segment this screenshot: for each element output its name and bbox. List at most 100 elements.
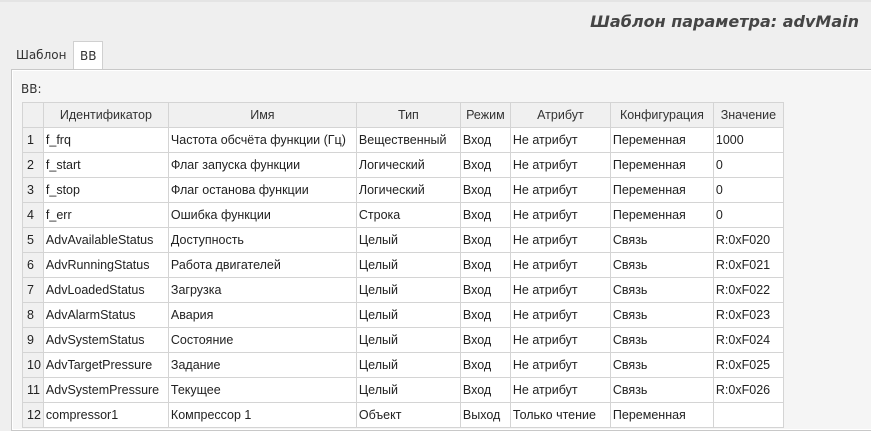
table-cell[interactable]: Вход bbox=[459, 277, 511, 303]
table-cell[interactable]: Вход bbox=[459, 127, 511, 153]
table-cell[interactable]: Строка bbox=[355, 202, 461, 228]
table-cell[interactable]: Не атрибут bbox=[509, 127, 611, 153]
table-cell[interactable]: Связь bbox=[609, 277, 714, 303]
table-cell[interactable]: Компрессор 1 bbox=[167, 402, 357, 428]
table-cell[interactable]: Доступность bbox=[167, 227, 357, 253]
table-cell[interactable]: AdvRunningStatus bbox=[42, 252, 169, 278]
table-cell[interactable]: Частота обсчёта функции (Гц) bbox=[167, 127, 357, 153]
table-cell[interactable] bbox=[712, 402, 784, 428]
column-header[interactable]: Режим bbox=[459, 102, 511, 128]
table-row[interactable]: 3 f_stop Флаг останова функции Логический Вх… bbox=[22, 177, 784, 203]
table-cell[interactable]: f_err bbox=[42, 202, 169, 228]
table-row[interactable]: 4 f_err Ошибка функции Строка Вход Не атрибут… bbox=[22, 202, 784, 228]
table-cell[interactable]: AdvSystemStatus bbox=[42, 327, 169, 353]
table-cell[interactable]: Целый bbox=[355, 277, 461, 303]
table-cell[interactable]: Вещественный bbox=[355, 127, 461, 153]
table-cell[interactable]: R:0xF024 bbox=[712, 327, 784, 353]
table-cell[interactable]: 0 bbox=[712, 202, 784, 228]
table-row[interactable]: 10 AdvTargetPressure Задание Целый Вход Не ат… bbox=[22, 352, 784, 378]
table-cell[interactable]: Не атрибут bbox=[509, 177, 611, 203]
table-cell[interactable]: Ошибка функции bbox=[167, 202, 357, 228]
table-cell[interactable]: Связь bbox=[609, 302, 714, 328]
table-cell[interactable]: Объект bbox=[355, 402, 461, 428]
table-cell[interactable]: Работа двигателей bbox=[167, 252, 357, 278]
table-cell[interactable]: AdvSystemPressure bbox=[42, 377, 169, 403]
table-cell[interactable]: Не атрибут bbox=[509, 202, 611, 228]
table-cell[interactable]: Только чтение bbox=[509, 402, 611, 428]
table-cell[interactable]: 0 bbox=[712, 152, 784, 178]
table-cell[interactable]: Состояние bbox=[167, 327, 357, 353]
table-cell[interactable]: Не атрибут bbox=[509, 352, 611, 378]
table-cell[interactable]: 0 bbox=[712, 177, 784, 203]
table-cell[interactable]: Связь bbox=[609, 327, 714, 353]
table-cell[interactable]: Логический bbox=[355, 152, 461, 178]
table-cell[interactable]: f_stop bbox=[42, 177, 169, 203]
table-cell[interactable]: AdvAlarmStatus bbox=[42, 302, 169, 328]
column-header[interactable]: Атрибут bbox=[509, 102, 611, 128]
table-cell[interactable]: Целый bbox=[355, 352, 461, 378]
table-cell[interactable]: Связь bbox=[609, 227, 714, 253]
table-cell[interactable]: Вход bbox=[459, 152, 511, 178]
table-row[interactable]: 11 AdvSystemPressure Текущее Целый Вход Не ат… bbox=[22, 377, 784, 403]
table-cell[interactable]: Связь bbox=[609, 377, 714, 403]
table-cell[interactable]: R:0xF025 bbox=[712, 352, 784, 378]
table-cell[interactable]: f_start bbox=[42, 152, 169, 178]
table-cell[interactable]: R:0xF023 bbox=[712, 302, 784, 328]
table-cell[interactable]: Не атрибут bbox=[509, 377, 611, 403]
table-row[interactable]: 8 AdvAlarmStatus Авария Целый Вход Не атрибут… bbox=[22, 302, 784, 328]
table-cell[interactable]: Целый bbox=[355, 227, 461, 253]
column-header[interactable]: Значение bbox=[712, 102, 784, 128]
table-cell[interactable]: Вход bbox=[459, 302, 511, 328]
table-cell[interactable]: Вход bbox=[459, 352, 511, 378]
table-cell[interactable]: Переменная bbox=[609, 177, 714, 203]
table-cell[interactable]: compressor1 bbox=[42, 402, 169, 428]
table-cell[interactable]: Выход bbox=[459, 402, 511, 428]
table-cell[interactable]: AdvLoadedStatus bbox=[42, 277, 169, 303]
table-cell[interactable]: Не атрибут bbox=[509, 327, 611, 353]
table-cell[interactable]: R:0xF022 bbox=[712, 277, 784, 303]
table-cell[interactable]: Вход bbox=[459, 227, 511, 253]
table-cell[interactable]: Вход bbox=[459, 202, 511, 228]
table-cell[interactable]: Логический bbox=[355, 177, 461, 203]
table-cell[interactable]: Переменная bbox=[609, 152, 714, 178]
table-row[interactable]: 6 AdvRunningStatus Работа двигателей Целый В… bbox=[22, 252, 784, 278]
table-cell[interactable]: Не атрибут bbox=[509, 252, 611, 278]
column-header[interactable]: Имя bbox=[167, 102, 357, 128]
table-cell[interactable]: Целый bbox=[355, 377, 461, 403]
table-cell[interactable]: R:0xF021 bbox=[712, 252, 784, 278]
table-cell[interactable]: Целый bbox=[355, 327, 461, 353]
table-cell[interactable]: Загрузка bbox=[167, 277, 357, 303]
table-row[interactable]: 1 f_frq Частота обсчёта функции (Гц) Вещест… bbox=[22, 127, 784, 153]
table-cell[interactable]: AdvAvailableStatus bbox=[42, 227, 169, 253]
table-cell[interactable]: Флаг запуска функции bbox=[167, 152, 357, 178]
table-cell[interactable]: Вход bbox=[459, 327, 511, 353]
table-cell[interactable]: Целый bbox=[355, 252, 461, 278]
table-cell[interactable]: Не атрибут bbox=[509, 277, 611, 303]
table-row[interactable]: 12 compressor1 Компрессор 1 Объект Выход Толь… bbox=[22, 402, 784, 428]
table-cell[interactable]: Вход bbox=[459, 377, 511, 403]
table-cell[interactable]: R:0xF026 bbox=[712, 377, 784, 403]
table-cell[interactable]: f_frq bbox=[42, 127, 169, 153]
column-header[interactable]: Конфигурация bbox=[609, 102, 714, 128]
column-header[interactable]: Идентификатор bbox=[42, 102, 169, 128]
table-cell[interactable]: Текущее bbox=[167, 377, 357, 403]
table-cell[interactable]: Авария bbox=[167, 302, 357, 328]
column-header[interactable]: Тип bbox=[355, 102, 461, 128]
tab-io[interactable]: ВВ bbox=[73, 41, 104, 71]
table-cell[interactable]: AdvTargetPressure bbox=[42, 352, 169, 378]
table-cell[interactable]: Переменная bbox=[609, 202, 714, 228]
table-cell[interactable]: Связь bbox=[609, 252, 714, 278]
tab-template[interactable]: Шаблон bbox=[16, 48, 67, 62]
table-cell[interactable]: Флаг останова функции bbox=[167, 177, 357, 203]
table-cell[interactable]: Переменная bbox=[609, 402, 714, 428]
table-cell[interactable]: Не атрибут bbox=[509, 227, 611, 253]
table-cell[interactable]: Вход bbox=[459, 177, 511, 203]
table-cell[interactable]: Связь bbox=[609, 352, 714, 378]
table-cell[interactable]: Задание bbox=[167, 352, 357, 378]
table-row[interactable]: 5 AdvAvailableStatus Доступность Целый Вход Н… bbox=[22, 227, 784, 253]
table-cell[interactable]: Целый bbox=[355, 302, 461, 328]
table-cell[interactable]: Не атрибут bbox=[509, 152, 611, 178]
table-cell[interactable]: Вход bbox=[459, 252, 511, 278]
table-cell[interactable]: 1000 bbox=[712, 127, 784, 153]
table-cell[interactable]: Переменная bbox=[609, 127, 714, 153]
